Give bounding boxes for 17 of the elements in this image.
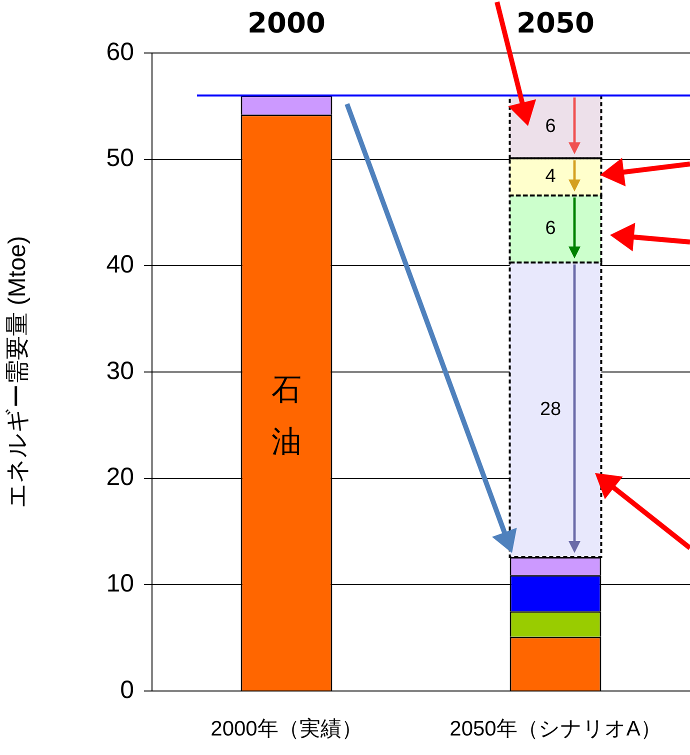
y-tick-label: 40 (106, 250, 134, 279)
y-tick-label: 60 (106, 38, 134, 66)
y-tick-label: 30 (106, 356, 134, 385)
data-label: 4 (545, 166, 556, 188)
y-tick-label: 10 (106, 570, 134, 598)
data-label: 6 (545, 116, 556, 138)
y-tick-label: 20 (106, 463, 134, 492)
y-tick-label: 0 (120, 676, 134, 704)
data-label: 6 (545, 218, 556, 240)
x-tick-label: 2000年（実績） (210, 717, 362, 740)
y-tick-label: 50 (106, 144, 134, 172)
annotation: 石油 (272, 373, 302, 458)
y-axis-title: エネルギー需要量 (Mtoe) (4, 236, 32, 508)
text: 2000 (248, 6, 326, 40)
x-tick-label: 2050年（シナリオA） (450, 717, 662, 740)
text: 2050 (516, 6, 594, 40)
data-label: 28 (540, 398, 562, 420)
